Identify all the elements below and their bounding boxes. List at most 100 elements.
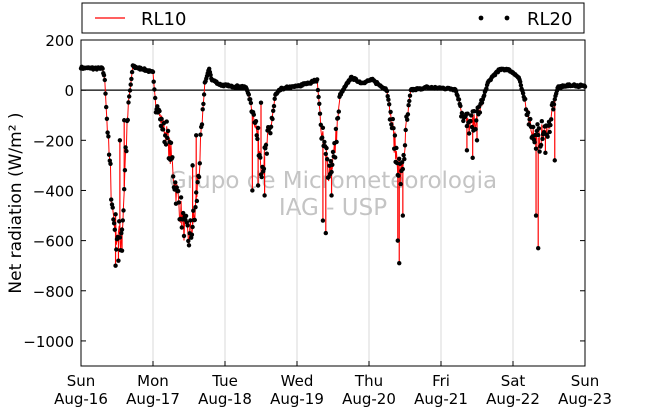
series-rl20-point — [477, 110, 483, 115]
series-rl20-point — [193, 205, 198, 210]
series-rl20-point — [121, 208, 126, 213]
series-rl20-point — [178, 195, 184, 200]
series-rl20-point — [407, 93, 413, 98]
y-tick-label: −600 — [33, 233, 74, 251]
series-rl20-point — [388, 109, 393, 115]
series-rl20-point — [208, 72, 213, 78]
series-rl20-point — [271, 108, 276, 114]
series-rl20-point — [549, 117, 554, 122]
series-rl20-point — [333, 126, 339, 132]
x-tick-label-date: Aug-23 — [558, 390, 612, 408]
series-rl20-point — [120, 218, 126, 223]
series-rl20-point — [114, 247, 119, 252]
series-rl20-point — [122, 187, 127, 192]
series-rl20-point — [317, 101, 322, 107]
y-tick-label: 0 — [64, 82, 74, 100]
legend-rl20-dot — [504, 15, 510, 21]
series-rl20-point — [196, 174, 202, 180]
series-rl20-point — [157, 108, 162, 114]
series-rl20-point — [105, 130, 110, 135]
series-rl20-point — [525, 110, 531, 115]
series-rl20-point — [263, 146, 268, 151]
series-rl20-point — [405, 117, 410, 122]
series-rl20-point — [152, 87, 157, 92]
series-rl20-point — [248, 100, 254, 106]
series-rl20-point — [117, 235, 123, 240]
legend-frame — [81, 2, 585, 34]
series-rl20-point — [190, 163, 195, 168]
series-rl20-point — [255, 183, 261, 188]
grid-lines — [81, 40, 585, 366]
series-rl20-point — [533, 146, 539, 151]
series-rl20-point — [329, 169, 334, 175]
series-rl20-point — [103, 91, 108, 96]
series-rl20-point — [258, 155, 263, 160]
series-rl20-point — [165, 135, 170, 141]
series-rl20-point — [466, 131, 472, 136]
series-rl20-point — [111, 221, 117, 226]
series-rl20-point — [200, 107, 205, 112]
series-rl20-point — [185, 223, 190, 228]
series-rl20-point — [474, 118, 479, 123]
series-rl20-point — [389, 122, 394, 127]
series-rl20-point — [113, 263, 118, 268]
series-rl20-point — [183, 213, 189, 219]
x-tick-label-day: Sat — [501, 372, 526, 390]
series-rl20-point — [201, 92, 207, 97]
x-tick-label-date: Aug-19 — [270, 390, 324, 408]
series-rl20-point — [545, 134, 550, 139]
series-rl20-point — [482, 93, 487, 98]
series-rl20-point — [255, 125, 261, 131]
series-rl20-point — [186, 243, 192, 248]
series-rl20-point — [268, 131, 273, 136]
series-rl20-point — [335, 115, 341, 121]
series-rl20-point — [125, 117, 130, 123]
series-rl20-point — [159, 116, 164, 122]
series-rl20-point — [469, 113, 474, 118]
series-rl20-point — [539, 119, 544, 124]
axes: 2000−200−400−600−800−1000SunAug-16MonAug… — [23, 32, 612, 408]
series-rl20-point — [155, 104, 160, 109]
series-rl20-point — [170, 155, 175, 160]
series-rl20-point — [397, 156, 402, 161]
series-rl20-point — [391, 126, 396, 131]
series-rl20-point — [127, 88, 133, 93]
legend-rl20-label: RL20 — [527, 9, 572, 30]
series-rl20-point — [194, 190, 199, 195]
series-rl20-point — [262, 193, 267, 198]
series-rl20-point — [129, 76, 134, 82]
series-rl20-point — [399, 160, 405, 165]
series-rl20-point — [401, 152, 406, 158]
series-rl20-point — [538, 142, 544, 148]
series-rl20-point — [272, 96, 277, 102]
series-rl20-point — [100, 66, 105, 71]
series-rl20-point — [108, 161, 113, 166]
series-rl20-point — [551, 107, 556, 112]
series-rl20-point — [320, 135, 325, 140]
series-rl20-point — [328, 159, 333, 164]
x-tick-label-day: Thu — [354, 372, 383, 390]
series-rl20-point — [102, 77, 108, 83]
x-tick-label-date: Aug-18 — [198, 390, 252, 408]
series-rl20-point — [403, 127, 408, 133]
series-rl20-point — [402, 156, 407, 162]
y-tick-label: −400 — [33, 182, 74, 200]
series-rl20-point — [127, 94, 132, 99]
series-rl20-point — [458, 103, 463, 109]
series-rl20-point — [192, 217, 197, 223]
series-rl20-point — [106, 134, 111, 139]
watermark-line-2: IAG - USP — [279, 195, 387, 221]
series-rl20-point — [186, 238, 191, 244]
series-rl20-point — [158, 123, 164, 129]
series-rl20-point — [455, 93, 460, 99]
series-rl20-point — [520, 91, 526, 96]
series-rl20-point — [384, 88, 390, 94]
series-rl20-point — [104, 116, 110, 122]
series-rl20-point — [176, 200, 182, 205]
series-rl20-point — [552, 158, 557, 163]
series-rl20-point — [390, 116, 395, 122]
series-rl20-point — [164, 119, 169, 124]
series-rl20-point — [464, 123, 470, 129]
series-rl20-point — [523, 107, 529, 112]
series-rl20-point — [153, 95, 158, 101]
